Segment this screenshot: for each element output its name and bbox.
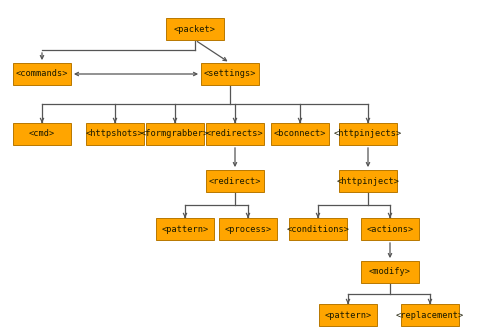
FancyBboxPatch shape (156, 218, 214, 240)
Text: <bconnect>: <bconnect> (274, 130, 326, 139)
Text: <packet>: <packet> (174, 24, 216, 34)
FancyBboxPatch shape (206, 170, 264, 192)
Text: <pattern>: <pattern> (324, 311, 372, 319)
FancyBboxPatch shape (146, 123, 204, 145)
FancyBboxPatch shape (201, 63, 259, 85)
FancyBboxPatch shape (86, 123, 144, 145)
Text: <httpshots>: <httpshots> (86, 130, 144, 139)
Text: <conditions>: <conditions> (286, 224, 350, 234)
Text: <commands>: <commands> (16, 69, 68, 79)
Text: <settings>: <settings> (204, 69, 256, 79)
FancyBboxPatch shape (361, 218, 419, 240)
Text: <modify>: <modify> (369, 267, 411, 276)
FancyBboxPatch shape (319, 304, 377, 326)
FancyBboxPatch shape (401, 304, 459, 326)
Text: <formgrabber>: <formgrabber> (141, 130, 209, 139)
FancyBboxPatch shape (206, 123, 264, 145)
FancyBboxPatch shape (339, 123, 397, 145)
Text: <cmd>: <cmd> (29, 130, 55, 139)
Text: <httpinject>: <httpinject> (336, 176, 400, 186)
Text: <actions>: <actions> (366, 224, 414, 234)
Text: <process>: <process> (224, 224, 272, 234)
FancyBboxPatch shape (13, 123, 71, 145)
Text: <replacement>: <replacement> (396, 311, 464, 319)
Text: <pattern>: <pattern> (162, 224, 208, 234)
Text: <redirects>: <redirects> (206, 130, 264, 139)
FancyBboxPatch shape (271, 123, 329, 145)
FancyBboxPatch shape (166, 18, 224, 40)
Text: <httpinjects>: <httpinjects> (334, 130, 402, 139)
FancyBboxPatch shape (289, 218, 347, 240)
FancyBboxPatch shape (219, 218, 277, 240)
Text: <redirect>: <redirect> (209, 176, 261, 186)
FancyBboxPatch shape (13, 63, 71, 85)
FancyBboxPatch shape (339, 170, 397, 192)
FancyBboxPatch shape (361, 261, 419, 283)
